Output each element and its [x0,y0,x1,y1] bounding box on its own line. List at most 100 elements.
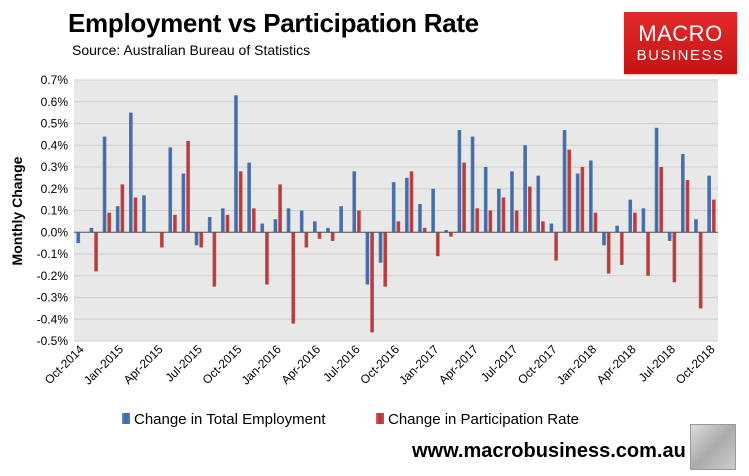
x-tick-label: Apr-2018 [594,342,639,387]
logo-line-1: MACRO [638,21,723,46]
participation-bar [488,210,493,233]
y-tick-label: -0.2% [37,269,69,283]
employment-bar [523,145,527,233]
legend-label-participation: Change in Participation Rate [388,411,579,428]
participation-bar [133,197,138,233]
participation-bar [593,212,598,233]
x-tick-label: Jan-2017 [396,342,442,388]
employment-bar [286,208,291,233]
x-tick-label: Apr-2016 [278,342,323,387]
participation-bar [238,171,243,233]
x-tick-label: Oct-2014 [42,342,87,387]
employment-bar [615,225,619,233]
participation-bar [291,232,296,324]
footer-url: www.macrobusiness.com.au [412,440,686,462]
participation-bar [251,208,256,233]
participation-bar [370,232,374,333]
participation-bar [120,184,125,233]
employment-bar [194,232,199,246]
x-tick-label: Jul-2016 [320,342,363,385]
participation-bar [554,232,558,261]
participation-bar [330,232,335,241]
participation-bar [94,232,98,272]
participation-bar [212,232,217,287]
y-tick-label: 0.7% [41,73,69,87]
employment-bar [76,232,81,244]
participation-bar [159,232,164,248]
employment-bar [247,162,251,233]
x-tick-label: Oct-2017 [515,342,560,387]
participation-bar [527,186,532,233]
x-tick-label: Oct-2018 [673,342,718,387]
gridlines [74,79,718,342]
participation-bar [501,197,506,233]
employment-bar [168,147,173,233]
employment-bar [536,175,541,233]
bars-group [76,95,716,333]
legend: Change in Total Employment Change in Par… [122,411,579,428]
x-tick-label: Jan-2015 [81,342,127,388]
employment-bar [260,223,265,233]
participation-bar [409,171,414,233]
employment-bar [404,177,409,233]
employment-bar [207,217,212,233]
participation-bar [199,232,204,248]
employment-bar [365,232,370,285]
employment-bar [562,130,567,233]
y-tick-label: -0.4% [37,312,69,326]
employment-bar [641,208,646,233]
y-tick-label: 0.0% [41,225,69,239]
employment-bar [457,130,462,233]
y-tick-label: 0.2% [41,182,69,196]
participation-bar [672,232,677,283]
employment-bar [602,232,606,246]
employment-bar [680,153,685,233]
employment-bar [89,227,94,233]
employment-bar [142,195,146,233]
x-tick-label: Apr-2017 [436,342,481,387]
legend-swatch-participation [376,413,384,424]
x-tick-labels: Oct-2014Jan-2015Apr-2015Jul-2015Oct-2015… [42,342,718,388]
logo-line-2: BUSINESS [636,47,725,64]
employment-bar [667,232,672,241]
participation-bar [711,199,716,233]
employment-bar [128,112,133,233]
employment-bar [312,221,317,233]
legend-swatch-employment [122,413,130,424]
employment-bar [654,127,659,233]
participation-bar [633,212,637,233]
participation-bar [659,167,664,233]
employment-bar [588,160,593,233]
participation-bar [357,210,361,233]
y-axis-label: Monthly Change [9,156,25,265]
employment-bar [431,188,435,233]
x-tick-label: Jul-2018 [636,342,679,385]
participation-bar [396,221,401,233]
participation-bar [422,227,427,233]
employment-bar [470,136,475,233]
y-tick-label: 0.5% [41,117,69,131]
participation-bar [304,232,309,248]
participation-bar [462,162,466,233]
participation-bar [685,180,690,233]
employment-bar [299,210,304,233]
legend-label-employment: Change in Total Employment [134,411,326,428]
participation-bar [186,140,190,233]
x-tick-label: Jan-2016 [239,342,285,388]
participation-bar [580,167,585,233]
employment-bar [444,230,449,233]
x-tick-label: Jul-2015 [163,342,206,385]
participation-bar [225,214,230,233]
x-tick-label: Jul-2017 [478,342,521,385]
employment-bar [234,95,238,233]
y-tick-labels: -0.5% -0.4% -0.3% -0.2% -0.1% 0.0% 0.1% 0.2% 0.3… [37,73,69,348]
chart-title: Employment vs Participation Rate [68,8,479,38]
employment-bar [378,232,383,263]
employment-bar [115,206,120,233]
participation-bar [317,232,322,239]
y-tick-label: 0.1% [41,204,69,218]
participation-bar [646,232,650,276]
employment-bar [181,173,186,233]
participation-bar [514,210,519,233]
